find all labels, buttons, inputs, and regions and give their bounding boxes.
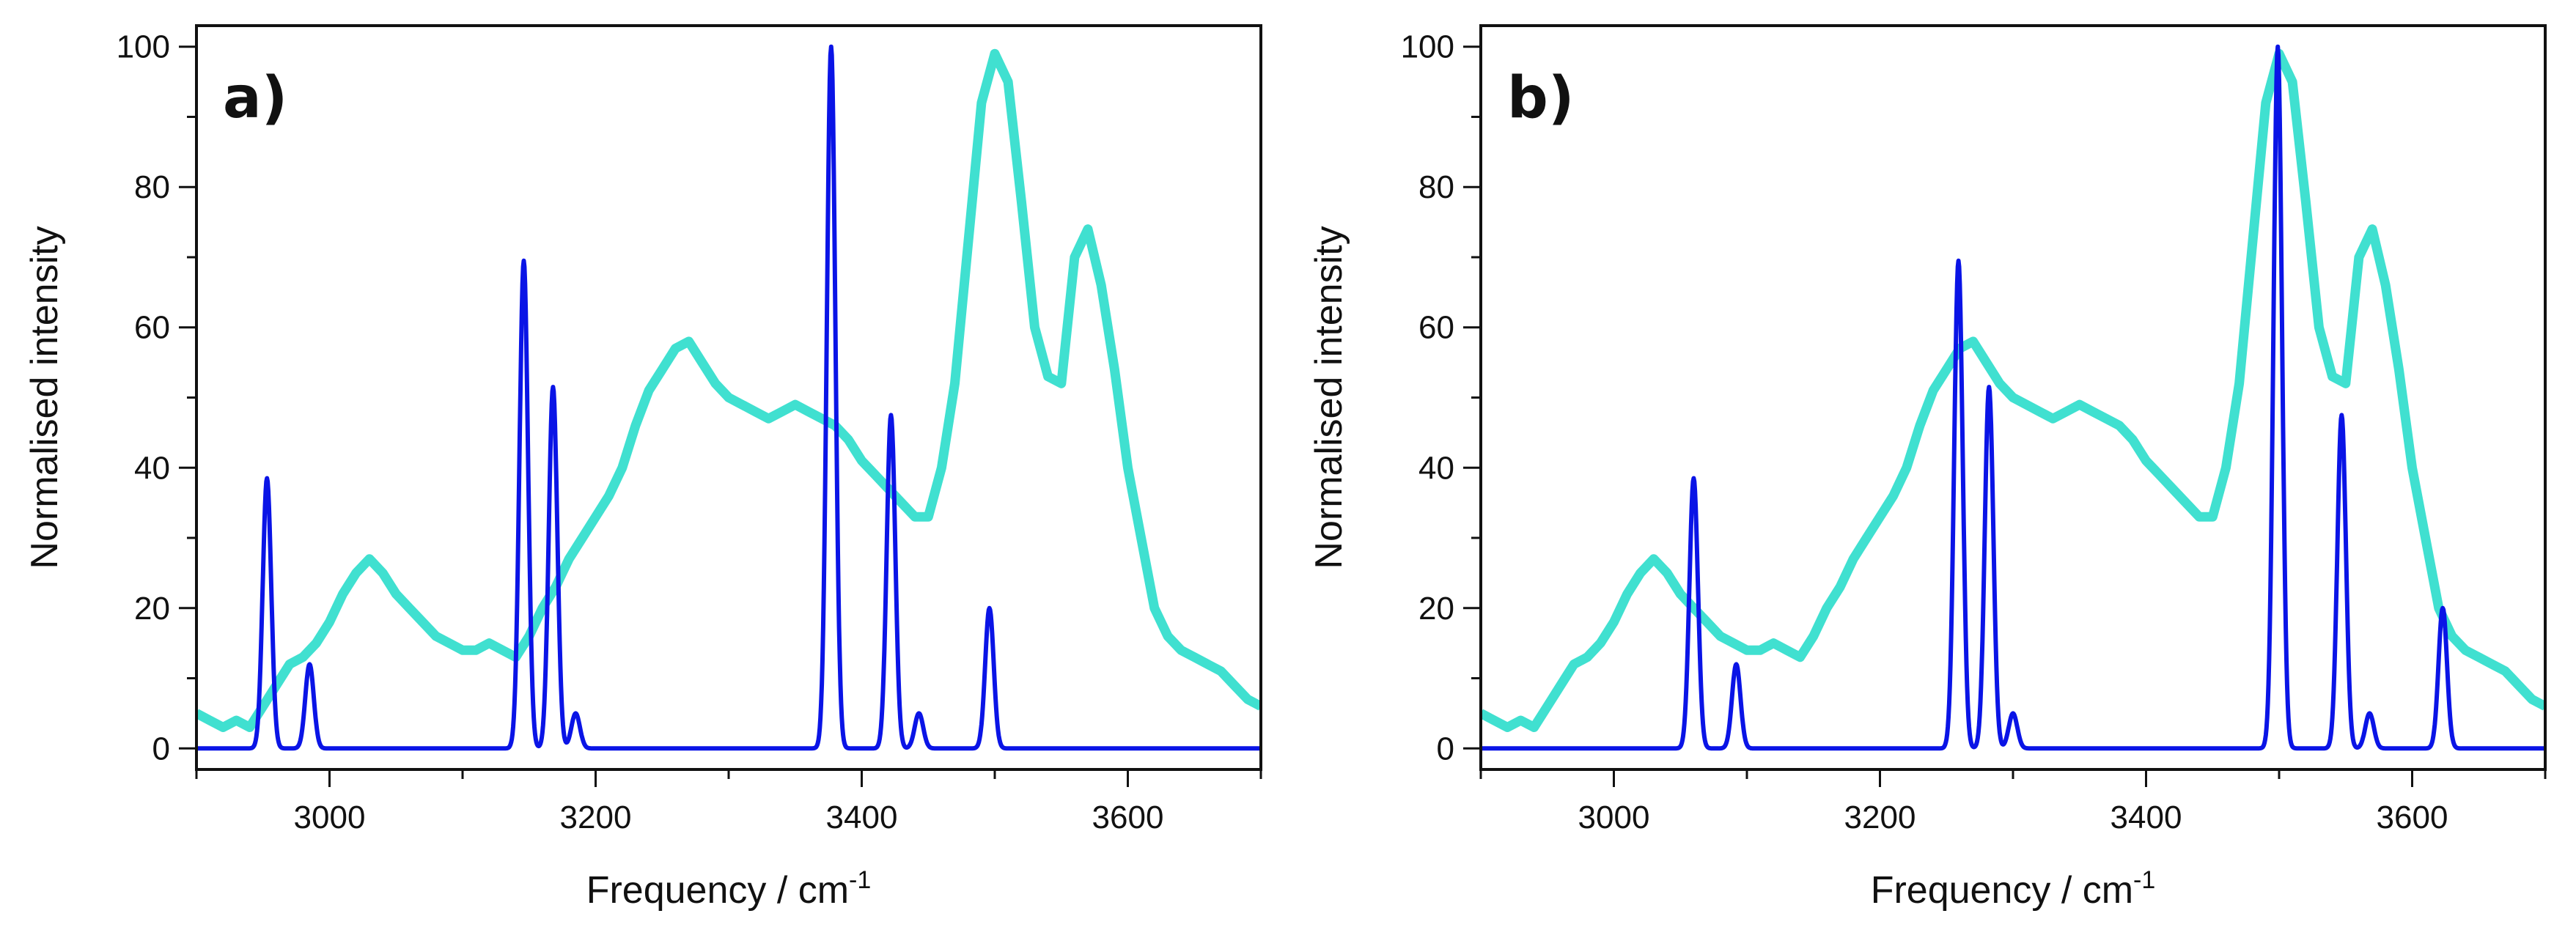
computed-spectrum-line [1481, 44, 2545, 751]
x-tick-label: 3600 [1092, 800, 1164, 835]
y-axis-title: Normalised intensity [1308, 226, 1350, 569]
y-tick-label: 60 [134, 310, 170, 346]
y-axis-title: Normalised intensity [23, 226, 66, 569]
y-tick-label: 80 [134, 169, 170, 205]
panel-label: a) [223, 65, 287, 131]
x-tick-label: 3200 [1844, 800, 1916, 835]
x-tick-label: 3000 [294, 800, 366, 835]
y-tick-label: 20 [1418, 591, 1454, 627]
x-tick-label: 3000 [1578, 800, 1650, 835]
y-tick-label: 100 [117, 29, 170, 65]
y-tick-label: 40 [1418, 450, 1454, 486]
x-tick-label: 3600 [2377, 800, 2448, 835]
x-axis-title: Frequency / cm-1 [1871, 866, 2156, 912]
y-tick-label: 0 [152, 731, 170, 767]
y-tick-label: 0 [1437, 731, 1454, 767]
y-tick-label: 40 [134, 450, 170, 486]
y-tick-label: 60 [1418, 310, 1454, 346]
panel-a: 0 20 40 60 80 100 3000 3200 3400 3600 Frequency / … [23, 24, 1262, 912]
x-tick-label: 3400 [2111, 800, 2182, 835]
experimental-spectrum-line [196, 48, 1261, 732]
y-tick-label: 80 [1418, 169, 1454, 205]
panel-label: b) [1507, 65, 1574, 131]
x-axis-title: Frequency / cm-1 [586, 866, 872, 912]
x-tick-label: 3200 [560, 800, 632, 835]
experimental-spectrum-line [1481, 48, 2545, 732]
computed-spectrum-line [196, 44, 1261, 751]
y-tick-label: 100 [1401, 29, 1454, 65]
y-tick-label: 20 [134, 591, 170, 627]
panel-b: 0 20 40 60 80 100 3000 3200 3400 3600 Frequency / … [1308, 24, 2547, 912]
x-tick-label: 3400 [826, 800, 898, 835]
